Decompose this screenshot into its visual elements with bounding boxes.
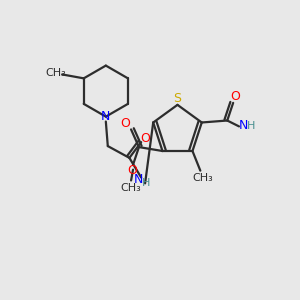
Text: S: S bbox=[173, 92, 181, 106]
Text: H: H bbox=[142, 178, 150, 188]
Text: O: O bbox=[230, 91, 240, 103]
Text: O: O bbox=[120, 117, 130, 130]
Text: N: N bbox=[238, 119, 248, 132]
Text: CH₃: CH₃ bbox=[45, 68, 66, 78]
Text: CH₃: CH₃ bbox=[121, 183, 141, 193]
Text: H: H bbox=[247, 122, 255, 131]
Text: O: O bbox=[140, 132, 150, 145]
Text: N: N bbox=[101, 110, 110, 123]
Text: O: O bbox=[127, 164, 137, 177]
Text: N: N bbox=[134, 173, 143, 186]
Text: CH₃: CH₃ bbox=[192, 173, 213, 184]
